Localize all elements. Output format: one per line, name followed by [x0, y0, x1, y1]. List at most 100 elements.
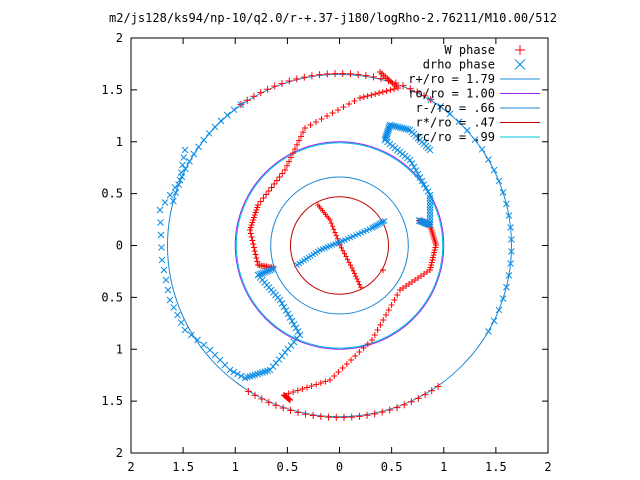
w-phase-point [348, 413, 356, 421]
w-phase-point [380, 317, 387, 323]
w-phase-point [272, 401, 280, 409]
drho-phase-point [426, 209, 434, 217]
w-phase-point [369, 337, 375, 343]
y-tick-label: 1.5 [101, 394, 123, 408]
w-phase-point [355, 412, 363, 420]
drho-phase-point [157, 231, 165, 239]
drho-phase-point [230, 106, 238, 114]
drho-phase-point [404, 126, 412, 133]
drho-phase-point [200, 341, 208, 349]
drho-phase-point [485, 328, 492, 335]
w-phase-point [254, 258, 261, 265]
y-tick-label: 1 [116, 342, 123, 356]
drho-phase-point [400, 125, 408, 132]
legend-label: rc/ro = .99 [416, 130, 495, 144]
w-phase-point [250, 92, 258, 100]
w-phase-point [376, 90, 382, 96]
drho-phase-point [278, 300, 286, 307]
w-phase-point [300, 129, 306, 136]
drho-phase-point [418, 177, 426, 185]
drho-phase-point [261, 268, 269, 276]
w-phase-point [251, 248, 258, 254]
w-phase-point [299, 386, 306, 392]
w-phase-point [294, 387, 301, 394]
drho-phase-point [288, 317, 296, 325]
radius-circle [166, 73, 513, 418]
w-phase-point [393, 404, 401, 412]
drho-phase-point [406, 126, 414, 134]
w-phase-point [313, 381, 320, 388]
w-phase-point [356, 349, 363, 355]
drho-phase-point [499, 188, 507, 196]
w-phase-point [325, 413, 333, 421]
w-phase-point [260, 195, 267, 201]
w-phase-point [296, 137, 302, 144]
drho-phase-point [495, 306, 503, 314]
w-phase-point [304, 384, 310, 391]
drho-phase-point [217, 117, 225, 125]
x-tick-label: 0.5 [381, 460, 403, 474]
w-phase-point [349, 265, 355, 271]
w-phase-point [324, 113, 330, 119]
y-tick-label: 2 [116, 446, 123, 460]
drho-phase-point [495, 177, 503, 185]
radius-circle [290, 196, 389, 295]
w-phase-point [343, 361, 350, 367]
drho-phase-point [286, 314, 294, 321]
x-tick-label: 1.5 [172, 460, 194, 474]
w-phase-point [265, 398, 273, 406]
w-phase-point [268, 184, 275, 191]
w-phase-point [308, 383, 315, 389]
w-phase-point [421, 391, 429, 399]
w-phase-point [346, 259, 352, 265]
drho-phase-point [396, 124, 404, 131]
w-phase-point [339, 70, 347, 78]
drho-phase-point [507, 224, 514, 231]
w-phase-point [364, 341, 371, 347]
w-phase-point [300, 73, 308, 81]
drho-phase-point [200, 136, 208, 144]
drho-phase-point [471, 136, 479, 143]
drho-phase-point [485, 156, 492, 163]
drho-phase-point [177, 169, 185, 176]
w-phase-point [332, 413, 340, 421]
w-phase-point [348, 357, 354, 363]
w-phase-point [287, 406, 295, 414]
w-phase-point [298, 133, 304, 140]
w-phase-point [251, 391, 259, 399]
drho-phase-point [160, 266, 168, 274]
w-phase-point [350, 268, 356, 274]
drho-phase-point [230, 368, 238, 376]
w-phase-point [317, 380, 324, 386]
drho-phase-point [426, 200, 434, 208]
w-phase-point [380, 267, 386, 273]
w-phase-point [346, 101, 352, 107]
radius-circle [270, 176, 409, 315]
w-phase-point [355, 279, 361, 285]
y-tick-label: 2 [116, 31, 123, 45]
drho-phase-point [416, 174, 424, 181]
w-phase-point [322, 378, 329, 385]
drho-phase-point [402, 125, 410, 133]
w-phase-point [351, 98, 358, 104]
drho-phase-point [256, 270, 264, 278]
w-phase-point [317, 412, 325, 420]
y-tick-label: 0.5 [101, 187, 123, 201]
w-phase-point [378, 408, 386, 416]
drho-phase-point [505, 272, 513, 279]
drho-phase-point [284, 310, 292, 318]
drho-phase-point [406, 156, 414, 164]
drho-phase-point [505, 212, 513, 219]
drho-phase-point [294, 328, 302, 335]
drho-phase-point [296, 331, 304, 339]
legend-label: r*/ro = .47 [416, 116, 495, 130]
drho-phase-point [290, 321, 298, 328]
drho-phase-point [157, 219, 164, 226]
radius-circles [166, 73, 513, 418]
drho-phase-point [158, 256, 166, 264]
w-phase-point [307, 122, 314, 128]
w-phase-point [352, 271, 357, 276]
drho-phase-point [211, 123, 219, 131]
drho-phase-point [446, 110, 454, 118]
